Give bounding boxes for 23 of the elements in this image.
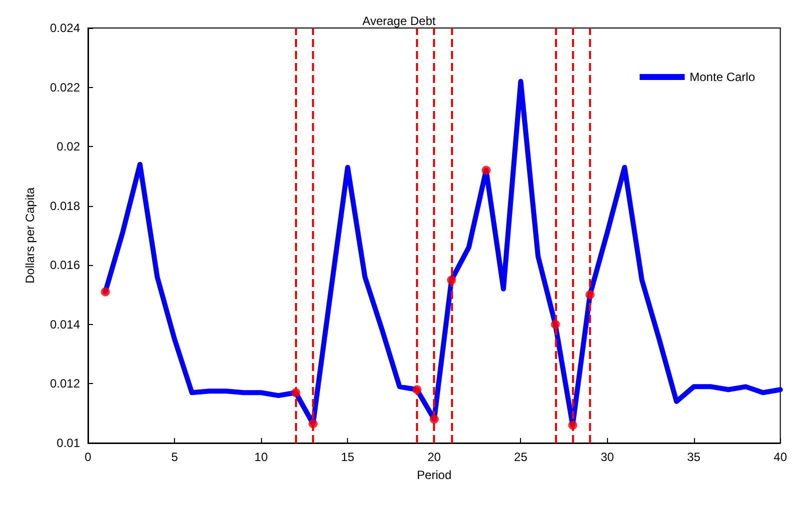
y-tick-label: 0.02 — [56, 140, 80, 154]
x-tick-label: 25 — [514, 450, 528, 464]
x-tick-label: 35 — [687, 450, 701, 464]
x-tick-label: 20 — [427, 450, 442, 464]
y-tick-label: 0.01 — [56, 436, 80, 450]
y-tick-label: 0.018 — [50, 198, 80, 213]
x-tick-label: 5 — [171, 450, 178, 464]
chart-title: Average Debt — [362, 14, 436, 28]
x-tick-label: 0 — [84, 450, 92, 464]
y-axis-title: Dollars per Capita — [23, 187, 37, 284]
y-tick-label: 0.012 — [50, 376, 80, 391]
y-tick-label: 0.022 — [50, 80, 80, 94]
y-tick-label: 0.014 — [50, 317, 80, 332]
point — [100, 287, 110, 296]
x-tick-label: 15 — [340, 450, 355, 464]
y-tick-label: 0.024 — [50, 21, 80, 35]
point — [482, 166, 491, 175]
legend-label: Monte Carlo — [690, 70, 756, 84]
x-tick-label: 10 — [254, 450, 268, 464]
y-tick-label: 0.016 — [50, 258, 80, 272]
x-tick-label: 40 — [774, 450, 788, 464]
x-tick-label: 30 — [600, 450, 614, 464]
x-axis-title: Period — [416, 468, 452, 482]
